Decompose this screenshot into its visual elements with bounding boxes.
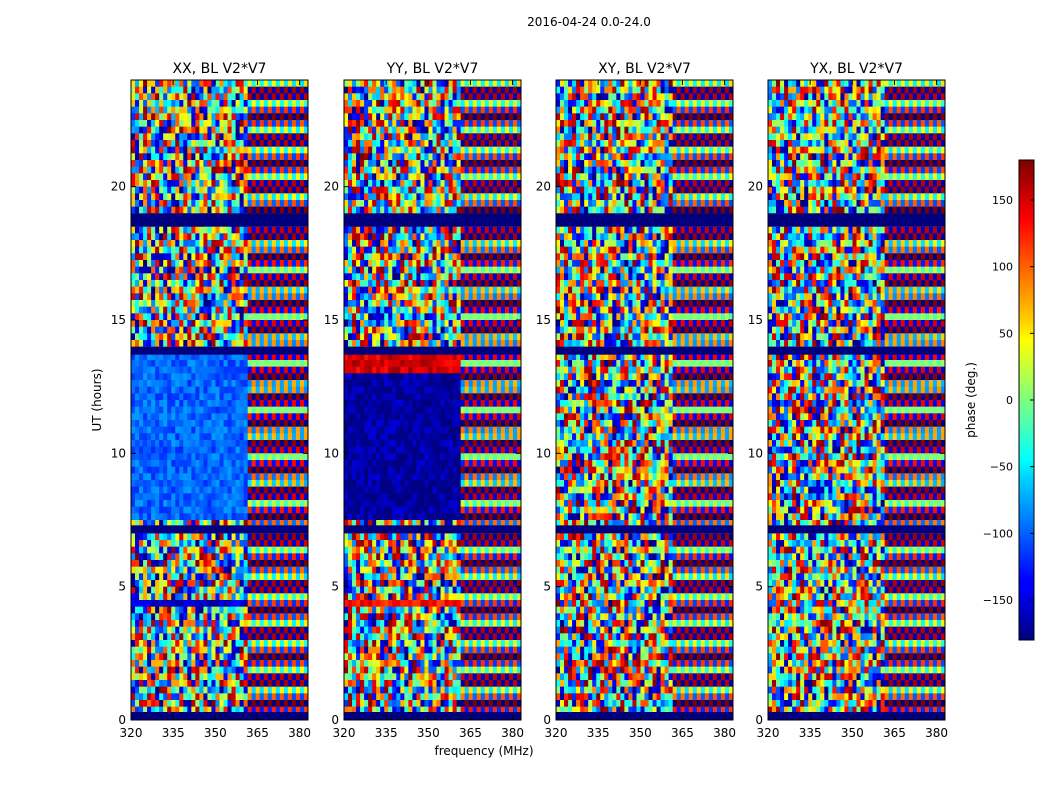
y-tick-label: 15 xyxy=(324,313,339,327)
masked-band xyxy=(131,712,308,720)
panel-title: XX, BL V2*V7 xyxy=(173,61,267,77)
panel-frame xyxy=(343,79,522,721)
masked-band xyxy=(131,346,308,355)
y-tick-label: 20 xyxy=(324,180,339,194)
y-tick-label: 10 xyxy=(324,446,339,460)
phase-image xyxy=(768,80,946,721)
x-tick-label: 350 xyxy=(629,726,652,740)
y-tick-label: 15 xyxy=(748,313,763,327)
colorbar-tick-label: 150 xyxy=(992,194,1013,207)
x-axis-label: frequency (MHz) xyxy=(434,744,533,758)
masked-band xyxy=(556,213,733,227)
y-tick-label: 10 xyxy=(536,446,551,460)
x-tick-label: 380 xyxy=(925,726,948,740)
y-tick-label: 5 xyxy=(118,580,126,594)
panel-frame xyxy=(130,79,309,721)
y-axis-label: UT (hours) xyxy=(90,368,104,431)
panel-frame xyxy=(767,79,946,721)
colorbar-tick-label: −50 xyxy=(990,461,1013,474)
masked-band xyxy=(131,213,308,227)
x-tick-label: 335 xyxy=(375,726,398,740)
masked-band xyxy=(556,712,733,720)
x-tick-label: 350 xyxy=(841,726,864,740)
y-tick-label: 10 xyxy=(748,446,763,460)
x-tick-label: 335 xyxy=(162,726,185,740)
panel-4: YX, BL V2*V7 320 335 350 365 380 0 5 10 15 20 xyxy=(748,61,948,740)
masked-band xyxy=(768,213,945,227)
colorbar-tick-label: −150 xyxy=(983,594,1013,607)
panel-1: XX, BL V2*V7 320 335 350 365 380 0 5 10 15 20 xyxy=(111,61,311,740)
x-tick-label: 365 xyxy=(671,726,694,740)
phase-image xyxy=(556,80,734,721)
x-tick-label: 335 xyxy=(587,726,610,740)
y-tick-label: 10 xyxy=(111,446,126,460)
x-tick-label: 380 xyxy=(288,726,311,740)
y-tick-label: 20 xyxy=(111,180,126,194)
y-tick-label: 0 xyxy=(755,713,763,727)
panel-title: YY, BL V2*V7 xyxy=(386,61,479,77)
x-tick-label: 350 xyxy=(417,726,440,740)
colorbar-tick-label: 0 xyxy=(1006,394,1013,407)
masked-band xyxy=(556,346,733,355)
x-tick-label: 320 xyxy=(333,726,356,740)
masked-band xyxy=(131,525,308,534)
x-tick-label: 380 xyxy=(713,726,736,740)
x-tick-label: 320 xyxy=(757,726,780,740)
y-tick-label: 5 xyxy=(331,580,339,594)
x-tick-label: 365 xyxy=(246,726,269,740)
masked-band xyxy=(344,346,521,355)
y-tick-label: 0 xyxy=(543,713,551,727)
y-tick-label: 20 xyxy=(748,180,763,194)
x-tick-label: 320 xyxy=(545,726,568,740)
y-tick-label: 15 xyxy=(111,313,126,327)
y-tick-label: 0 xyxy=(331,713,339,727)
masked-band xyxy=(556,525,733,534)
phase-image xyxy=(131,80,309,721)
x-tick-label: 365 xyxy=(459,726,482,740)
panel-frame xyxy=(555,79,734,721)
masked-band xyxy=(344,712,521,720)
y-tick-label: 5 xyxy=(755,580,763,594)
colorbar-label: phase (deg.) xyxy=(964,362,978,438)
masked-band xyxy=(768,525,945,534)
masked-band xyxy=(768,712,945,720)
x-tick-label: 350 xyxy=(204,726,227,740)
masked-band xyxy=(344,213,521,227)
masked-band xyxy=(768,346,945,355)
colorbar: 150 100 50 0 −50 −100 −150 xyxy=(983,159,1035,641)
colorbar-tick-label: 100 xyxy=(992,261,1013,274)
x-tick-label: 320 xyxy=(120,726,143,740)
x-tick-label: 380 xyxy=(501,726,524,740)
panel-title: YX, BL V2*V7 xyxy=(809,61,903,77)
x-tick-label: 365 xyxy=(883,726,906,740)
figure-suptitle: 2016-04-24 0.0-24.0 xyxy=(527,15,651,29)
colorbar-tick-label: −100 xyxy=(983,527,1013,540)
y-tick-label: 20 xyxy=(536,180,551,194)
x-tick-label: 335 xyxy=(799,726,822,740)
panel-title: XY, BL V2*V7 xyxy=(598,61,691,77)
panel-3: XY, BL V2*V7 320 335 350 365 380 0 5 10 15 20 xyxy=(536,61,736,740)
y-tick-label: 15 xyxy=(536,313,551,327)
phase-image xyxy=(344,80,522,721)
y-tick-label: 5 xyxy=(543,580,551,594)
panel-2: YY, BL V2*V7 320 335 350 365 380 0 5 10 15 20 xyxy=(324,61,524,740)
colorbar-tick-label: 50 xyxy=(999,327,1013,340)
y-tick-label: 0 xyxy=(118,713,126,727)
masked-band xyxy=(344,525,521,534)
